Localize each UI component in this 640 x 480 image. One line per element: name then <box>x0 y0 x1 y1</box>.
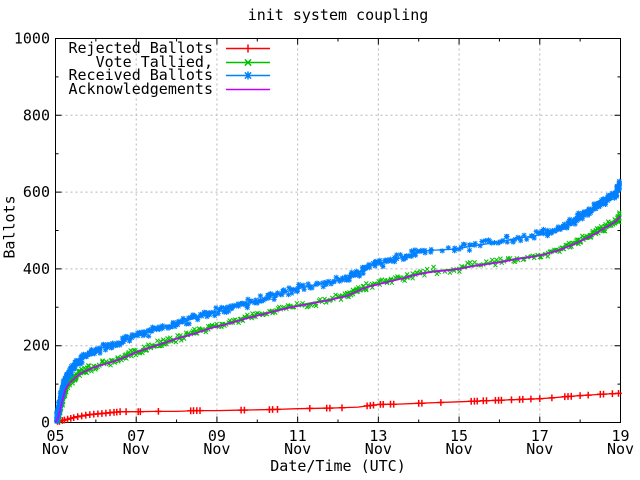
legend-sample-received-line-icon <box>226 71 270 80</box>
x-tick-label-day: 15 <box>450 427 468 445</box>
x-tick-label-month: Nov <box>203 440 230 458</box>
x-tick-label-month: Nov <box>607 440 634 458</box>
x-tick-label-day: 19 <box>611 427 629 445</box>
legend-sample-tallied-line-icon <box>226 58 270 67</box>
y-tick-label: 1000 <box>14 30 50 48</box>
legend-line-vote-tallied <box>226 58 270 67</box>
x-tick-label-day: 17 <box>531 427 549 445</box>
series-line-vote-tallied <box>54 214 622 423</box>
x-tick-label-day: 05 <box>46 427 64 445</box>
y-tick-label: 800 <box>23 106 50 124</box>
y-tick-label: 400 <box>23 260 50 278</box>
series-markers-received-ballots <box>54 178 622 424</box>
series-markers-vote-tallied <box>54 210 622 424</box>
legend-line-rejected-ballots <box>226 44 270 53</box>
legend-item-acknowledgements: Acknowledgements <box>63 79 272 98</box>
y-tick-label: 200 <box>23 337 50 355</box>
series-line-rejected-ballots <box>55 392 621 424</box>
x-tick-label-month: Nov <box>42 440 69 458</box>
legend-label-rejected-ballots: Rejected Ballots <box>68 39 214 57</box>
series-line-received-ballots <box>54 183 622 423</box>
series-line-acknowledgements <box>54 215 622 423</box>
legend-item-vote-tallied: Vote Tallied, <box>63 52 272 71</box>
legend-sample-acknowledgements-line-icon <box>226 88 270 91</box>
legend-line-received-ballots <box>226 71 270 80</box>
legend-label-received-ballots: Received Ballots <box>68 66 214 85</box>
x-tick-label-month: Nov <box>123 440 150 458</box>
x-tick-label-month: Nov <box>284 440 311 458</box>
legend-item-received-ballots: Received Ballots <box>63 66 272 85</box>
legend-label-acknowledgements: Acknowledgements <box>68 79 214 98</box>
x-tick-label-month: Nov <box>526 440 553 458</box>
chart-title: init system coupling <box>247 6 429 24</box>
x-tick-label-month: Nov <box>446 440 473 458</box>
x-tick-label-day: 13 <box>369 427 387 445</box>
legend: Rejected Ballots Vote Tallied, Received … <box>63 39 272 98</box>
legend-sample-rejected-line-icon <box>226 44 270 53</box>
y-tick-label: 0 <box>41 414 50 432</box>
legend-label-vote-tallied: Vote Tallied, <box>95 52 213 71</box>
legend-item-rejected-ballots: Rejected Ballots <box>63 39 272 57</box>
x-tick-label-day: 09 <box>208 427 226 445</box>
x-tick-label-month: Nov <box>365 440 392 458</box>
x-tick-label-day: 11 <box>289 427 307 445</box>
y-tick-label: 600 <box>23 183 50 201</box>
x-tick-label-day: 07 <box>127 427 145 445</box>
x-axis-label: Date/Time (UTC) <box>270 457 406 475</box>
